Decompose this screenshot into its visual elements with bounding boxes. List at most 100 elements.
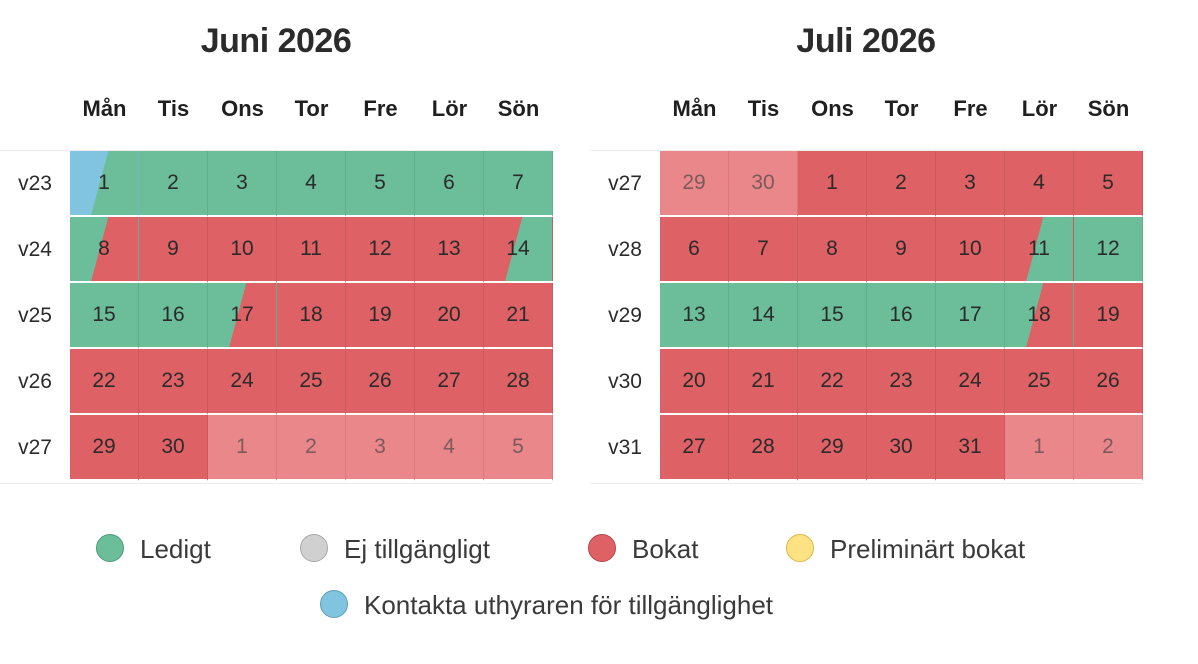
calendar-day-cell[interactable]: 22 <box>70 349 139 415</box>
day-number: 5 <box>1102 171 1114 194</box>
day-number: 14 <box>506 237 530 260</box>
calendar-day-cell[interactable]: 11 <box>277 217 346 283</box>
calendar-day-cell[interactable]: 2 <box>867 151 936 217</box>
calendar-day-cell[interactable]: 30 <box>139 415 208 481</box>
calendar-day-cell[interactable]: 28 <box>484 349 553 415</box>
calendar-day-cell[interactable]: 9 <box>867 217 936 283</box>
calendar-day-cell[interactable]: 6 <box>415 151 484 217</box>
calendar-day-cell[interactable]: 29 <box>798 415 867 481</box>
day-number: 2 <box>1102 435 1114 458</box>
calendar-day-cell[interactable]: 3 <box>346 415 415 481</box>
day-number: 18 <box>299 303 323 326</box>
day-number: 13 <box>682 303 706 326</box>
calendar-day-cell[interactable]: 24 <box>208 349 277 415</box>
calendar-day-cell[interactable]: 27 <box>415 349 484 415</box>
day-number: 21 <box>751 369 775 392</box>
calendar-day-cell[interactable]: 3 <box>936 151 1005 217</box>
calendar-day-cell[interactable]: 10 <box>208 217 277 283</box>
calendar-day-cell[interactable]: 21 <box>484 283 553 349</box>
day-number: 20 <box>682 369 706 392</box>
calendar-day-cell[interactable]: 2 <box>1074 415 1143 481</box>
calendar-day-cell[interactable]: 8 <box>70 217 139 283</box>
calendar-day-cell[interactable]: 1 <box>208 415 277 481</box>
calendar-day-cell[interactable]: 25 <box>1005 349 1074 415</box>
calendar-day-cell[interactable]: 26 <box>1074 349 1143 415</box>
day-number: 8 <box>98 237 110 260</box>
calendar-day-cell[interactable]: 18 <box>277 283 346 349</box>
day-number: 1 <box>1033 435 1045 458</box>
calendar-day-cell[interactable]: 21 <box>729 349 798 415</box>
month-title: Juni 2026 <box>200 22 352 60</box>
legend-label: Ledigt <box>140 534 211 564</box>
weekday-label: Tis <box>747 96 780 121</box>
calendar-day-cell[interactable]: 20 <box>660 349 729 415</box>
calendar-day-cell[interactable]: 30 <box>867 415 936 481</box>
calendar-day-cell[interactable]: 26 <box>346 349 415 415</box>
day-number: 19 <box>368 303 392 326</box>
calendar-day-cell[interactable]: 2 <box>277 415 346 481</box>
calendar-day-cell[interactable]: 4 <box>1005 151 1074 217</box>
calendar-day-cell[interactable]: 23 <box>139 349 208 415</box>
calendar-day-cell[interactable]: 12 <box>346 217 415 283</box>
calendar-day-cell[interactable]: 14 <box>729 283 798 349</box>
calendar-day-cell[interactable]: 6 <box>660 217 729 283</box>
day-number: 24 <box>230 369 254 392</box>
calendar-day-cell[interactable]: 17 <box>936 283 1005 349</box>
day-number: 29 <box>820 435 844 458</box>
calendar-day-cell[interactable]: 19 <box>346 283 415 349</box>
calendar-day-cell[interactable]: 24 <box>936 349 1005 415</box>
calendar-day-cell[interactable]: 2 <box>139 151 208 217</box>
calendar-day-cell[interactable]: 7 <box>484 151 553 217</box>
calendar-day-cell[interactable]: 29 <box>660 151 729 217</box>
calendar-day-cell[interactable]: 3 <box>208 151 277 217</box>
calendar-day-cell[interactable]: 18 <box>1005 283 1074 349</box>
calendar-day-cell[interactable]: 15 <box>70 283 139 349</box>
weekday-label: Tis <box>157 96 190 121</box>
calendar-day-cell[interactable]: 13 <box>660 283 729 349</box>
calendar-day-cell[interactable]: 20 <box>415 283 484 349</box>
calendar-day-cell[interactable]: 5 <box>484 415 553 481</box>
calendar-day-cell[interactable]: 8 <box>798 217 867 283</box>
day-number: 17 <box>958 303 982 326</box>
calendar-day-cell[interactable]: 11 <box>1005 217 1074 283</box>
calendar-day-cell[interactable]: 16 <box>867 283 936 349</box>
day-number: 25 <box>299 369 323 392</box>
calendar-day-cell[interactable]: 13 <box>415 217 484 283</box>
calendar-day-cell[interactable]: 12 <box>1074 217 1143 283</box>
week-number: v24 <box>18 238 52 261</box>
calendar-day-cell[interactable]: 4 <box>415 415 484 481</box>
calendar-day-cell[interactable]: 16 <box>139 283 208 349</box>
calendar-day-cell[interactable]: 1 <box>70 151 139 217</box>
calendar-day-cell[interactable]: 5 <box>346 151 415 217</box>
calendar-day-cell[interactable]: 22 <box>798 349 867 415</box>
calendar-day-cell[interactable]: 27 <box>660 415 729 481</box>
calendar-day-cell[interactable]: 1 <box>1005 415 1074 481</box>
day-number: 28 <box>751 435 775 458</box>
day-number: 3 <box>374 435 386 458</box>
week-number: v31 <box>608 436 642 459</box>
calendar-day-cell[interactable]: 1 <box>798 151 867 217</box>
week-number: v27 <box>608 172 642 195</box>
calendar-day-cell[interactable]: 5 <box>1074 151 1143 217</box>
calendar-day-cell[interactable]: 15 <box>798 283 867 349</box>
calendar-day-cell[interactable]: 14 <box>484 217 553 283</box>
contact-dot-icon <box>320 590 348 618</box>
day-number: 22 <box>820 369 844 392</box>
calendar-day-cell[interactable]: 30 <box>729 151 798 217</box>
calendar-grid: v27 29 30 1 2 3 4 5 v28 6 7 8 9 10 11 12 v29 13 14 15 16 17 18… <box>590 150 1143 484</box>
day-number: 23 <box>161 369 185 392</box>
calendar-day-cell[interactable]: 29 <box>70 415 139 481</box>
calendar-day-cell[interactable]: 19 <box>1074 283 1143 349</box>
calendar-day-cell[interactable]: 28 <box>729 415 798 481</box>
day-number: 2 <box>895 171 907 194</box>
weekday-label: Tor <box>884 96 919 121</box>
calendar-day-cell[interactable]: 4 <box>277 151 346 217</box>
day-number: 19 <box>1096 303 1120 326</box>
calendar-day-cell[interactable]: 9 <box>139 217 208 283</box>
calendar-day-cell[interactable]: 25 <box>277 349 346 415</box>
calendar-day-cell[interactable]: 31 <box>936 415 1005 481</box>
calendar-day-cell[interactable]: 10 <box>936 217 1005 283</box>
calendar-day-cell[interactable]: 17 <box>208 283 277 349</box>
calendar-day-cell[interactable]: 7 <box>729 217 798 283</box>
calendar-day-cell[interactable]: 23 <box>867 349 936 415</box>
